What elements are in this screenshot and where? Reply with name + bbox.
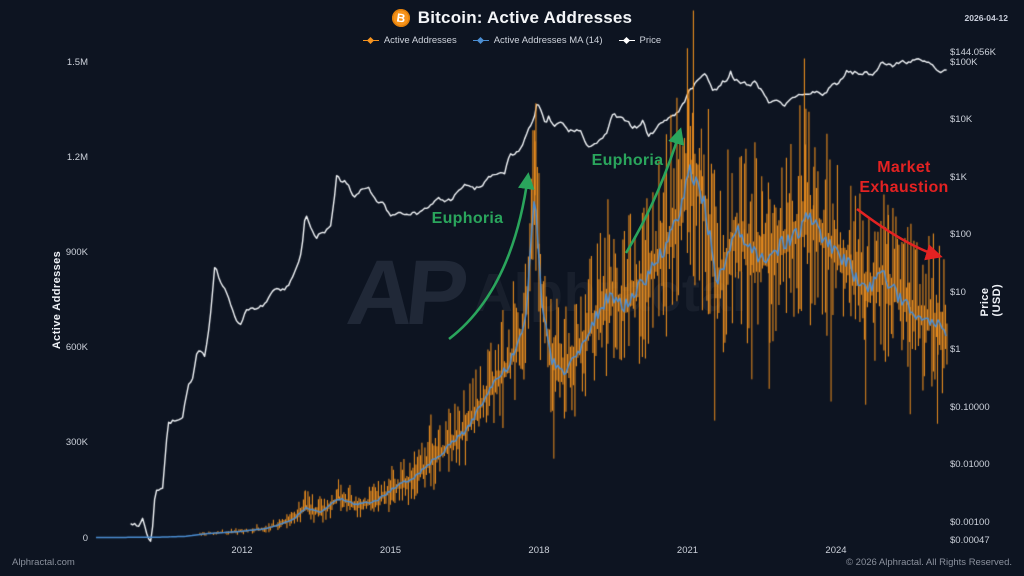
orange-series-marker-icon <box>362 36 379 45</box>
footer-copyright: © 2026 Alphractal. All Rights Reserved. <box>846 557 1012 568</box>
legend-label: Active Addresses <box>383 35 457 46</box>
left-axis-title: Active Addresses <box>51 250 63 350</box>
white-series-marker-icon <box>618 36 635 45</box>
bitcoin-icon: B <box>390 7 411 29</box>
right-axis-tick: $100K <box>950 56 978 68</box>
right-axis-tick: $144.056K <box>950 47 996 59</box>
annotation-euphoria-2: Euphoria <box>591 152 664 169</box>
x-axis-tick: 2012 <box>231 545 253 556</box>
left-axis-tick: 1.5M <box>66 56 88 68</box>
left-axis-tick: 0 <box>82 532 88 544</box>
chart-date: 2026-04-12 <box>964 13 1008 23</box>
legend: Active Addresses Active Addresses MA (14… <box>0 35 1024 46</box>
left-axis-tick: 300K <box>65 437 88 449</box>
legend-label: Price <box>639 35 662 46</box>
blue-series-marker-icon <box>472 36 489 45</box>
x-axis-tick: 2024 <box>825 545 847 556</box>
left-axis-tick: 1.2M <box>66 151 88 163</box>
footer-site-link[interactable]: Alphractal.com <box>12 557 75 568</box>
right-axis-tick: $0.10000 <box>950 401 990 413</box>
legend-item-active-addresses[interactable]: Active Addresses <box>362 35 457 46</box>
right-axis-tick: $10 <box>950 286 966 298</box>
chart-header: B Bitcoin: Active Addresses <box>0 7 1024 29</box>
x-axis-tick: 2018 <box>528 545 550 556</box>
right-axis-title: Price (USD) <box>979 283 1003 317</box>
right-axis-tick: $1 <box>950 344 961 355</box>
page-title: Bitcoin: Active Addresses <box>417 8 633 27</box>
left-axis-tick: 900K <box>65 246 88 258</box>
legend-label: Active Addresses MA (14) <box>493 35 603 46</box>
right-axis-tick: $10K <box>950 114 973 125</box>
legend-item-price[interactable]: Price <box>618 35 662 46</box>
x-axis-tick: 2015 <box>379 545 402 556</box>
right-axis-tick: $100 <box>950 229 972 240</box>
right-axis-tick: $0.00100 <box>950 516 990 528</box>
left-axis-tick: 600K <box>65 342 88 354</box>
right-axis-tick: $0.01000 <box>950 459 990 470</box>
right-axis-tick: $1K <box>950 171 967 183</box>
legend-item-active-addresses-ma[interactable]: Active Addresses MA (14) <box>472 35 603 46</box>
annotation-market-exhaustion: Market Exhaustion <box>859 159 949 196</box>
right-axis-tick: $0.00047 <box>950 535 990 547</box>
annotation-euphoria-1: Euphoria <box>431 210 504 227</box>
x-axis-tick: 2021 <box>676 545 699 556</box>
